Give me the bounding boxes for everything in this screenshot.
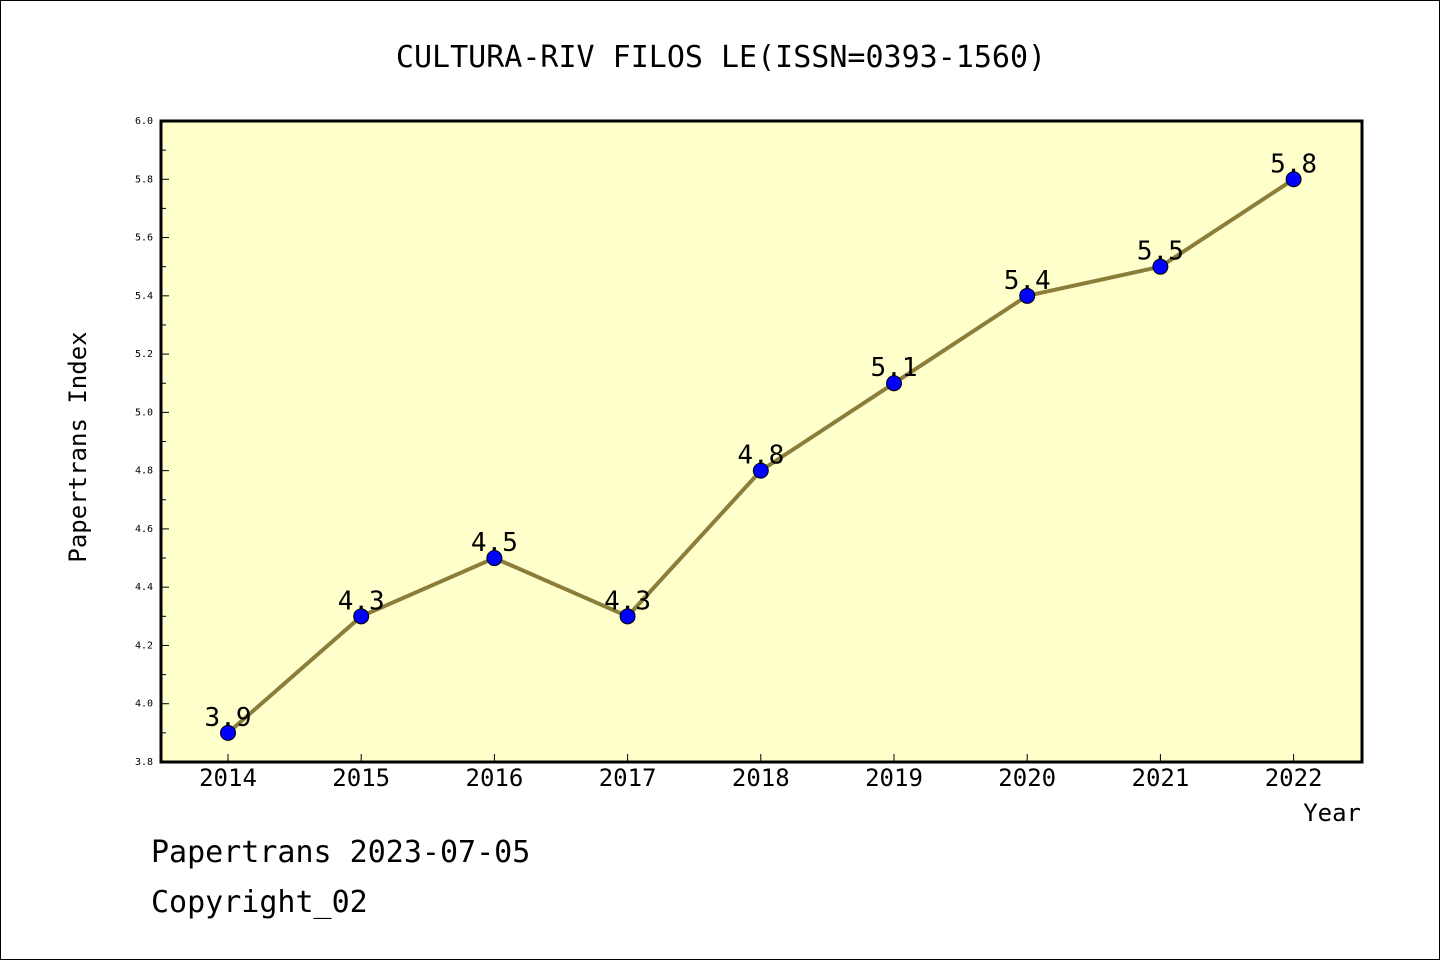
x-tick-label: 2015 [332, 764, 390, 792]
y-tick-label: 5.0 [135, 407, 153, 418]
data-point [220, 724, 236, 741]
data-point [1285, 171, 1302, 188]
y-axis-label: Papertrans Index [64, 331, 92, 562]
series [220, 171, 1302, 741]
x-tick-label: 2021 [1132, 764, 1190, 792]
data-label: 5.4 [1004, 266, 1051, 296]
y-tick-label: 4.6 [135, 524, 153, 535]
chart-title: CULTURA-RIV FILOS LE(ISSN=0393-1560) [396, 40, 1046, 75]
x-axis-label: Year [1303, 799, 1361, 827]
y-tick-label: 4.2 [135, 640, 153, 651]
data-label: 4.8 [737, 441, 784, 471]
data-label: 5.5 [1137, 237, 1184, 267]
y-tick-label: 5.2 [135, 349, 153, 360]
data-label: 4.3 [604, 586, 651, 616]
x-tick-label: 2019 [865, 764, 923, 792]
data-label: 3.9 [205, 703, 252, 733]
y-tick-label: 4.4 [135, 582, 153, 593]
data-point [619, 608, 636, 625]
x-tick-label: 2017 [599, 764, 657, 792]
y-tick-label: 4.0 [135, 699, 153, 710]
y-tick-label: 5.6 [135, 233, 153, 244]
y-tick-label: 4.8 [135, 466, 153, 477]
plot-area [161, 121, 1362, 762]
data-label: 4.5 [471, 528, 518, 558]
data-point [886, 375, 902, 392]
data-point [353, 608, 370, 625]
data-label: 4.3 [338, 586, 385, 616]
x-tick-label: 2020 [998, 764, 1056, 792]
plot-frame [159, 119, 1364, 764]
x-tick-label: 2016 [466, 764, 524, 792]
data-labels: 3.9 4.3 4.5 4.3 4.8 5.1 5.4 5.5 5.8 [205, 149, 1318, 733]
x-tick-label: 2014 [199, 764, 257, 792]
footer-copyright: Copyright_02 [151, 885, 368, 920]
axis-ticks: 3.8 4.0 4.2 4.4 4.6 4.8 5.0 5.2 5.4 5.6 5.8 6.0 2014… [135, 116, 1323, 792]
x-tick-label: 2022 [1265, 764, 1323, 792]
y-tick-label: 5.8 [135, 174, 153, 185]
data-point [1152, 258, 1169, 275]
data-point [752, 462, 769, 479]
footer-date: Papertrans 2023-07-05 [151, 835, 531, 870]
y-tick-label: 3.8 [135, 757, 153, 768]
y-tick-label: 5.4 [135, 291, 153, 302]
x-tick-label: 2018 [732, 764, 790, 792]
data-point [486, 550, 503, 567]
data-point [1019, 287, 1036, 304]
data-label: 5.8 [1270, 149, 1317, 179]
data-label: 5.1 [871, 353, 918, 383]
y-tick-label: 6.0 [135, 116, 153, 127]
